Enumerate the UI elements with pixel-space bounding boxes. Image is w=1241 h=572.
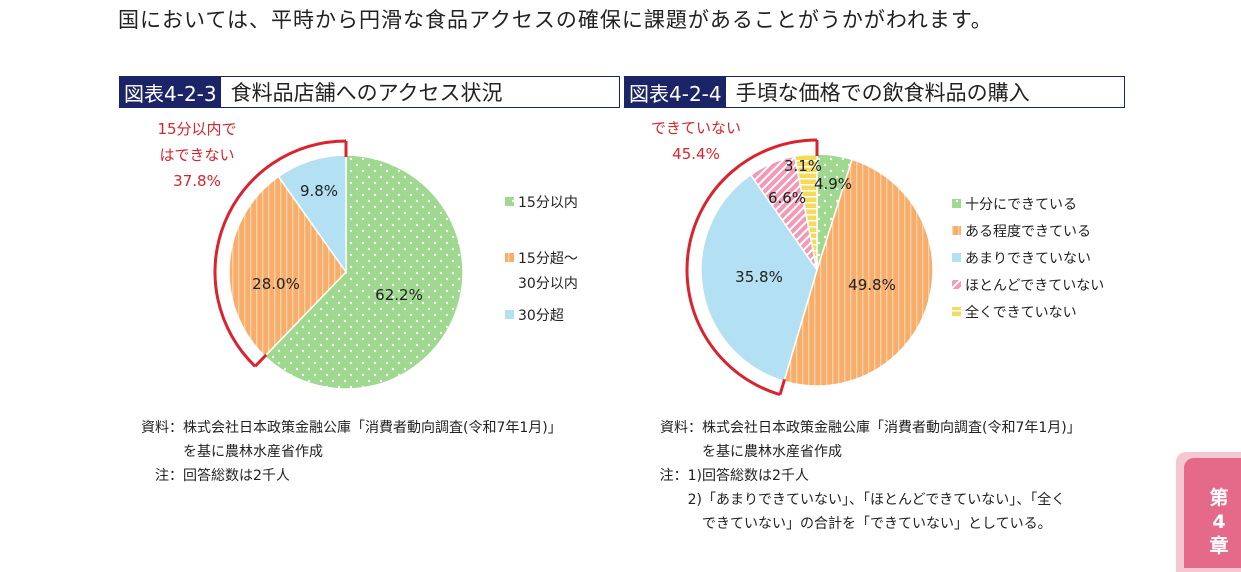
pie2-callout-line-0: できていない: [651, 119, 741, 137]
figure-title-1: 図表4-2-3 食料品店舗へのアクセス状況: [119, 76, 620, 108]
source-note-line: できていない」の合計を「できていない」としている。: [636, 512, 1052, 536]
chapter-tab: 第 4 章: [1184, 458, 1241, 568]
pie2-bracket-arc: [685, 138, 818, 397]
note-label: 注：: [155, 468, 183, 484]
pie1-data-label-1: 28.0%: [252, 275, 300, 293]
pie2-data-label-3: 6.6%: [768, 189, 806, 207]
pie1-callout-line-1: はできない: [159, 146, 234, 164]
note-text: できていない」の合計を「できていない」としている。: [702, 516, 1052, 532]
note-text: を基に農林水産省作成: [183, 444, 323, 460]
chapter-tab-line3: 章: [1209, 535, 1229, 557]
figure-number-1: 図表4-2-3: [120, 77, 221, 107]
pie2-callout-line-1: 45.4%: [672, 145, 720, 163]
pie1-legend-label-1: 15分超～: [518, 251, 578, 267]
pie1-legend-swatch-2: [505, 310, 514, 319]
pie1-data-label-2: 9.8%: [300, 182, 338, 200]
pie2-slice-1: [783, 158, 934, 387]
figure-number-2: 図表4-2-4: [625, 77, 726, 107]
pie2-slice-2: [700, 173, 818, 383]
pie2-legend-swatch-0: [952, 199, 961, 208]
pie2-legend-label-4: 全くできていない: [965, 304, 1077, 321]
pie1-slice-0: [263, 154, 464, 390]
pie2-legend-label-2: あまりできていない: [965, 251, 1091, 267]
pie1-legend-label-1: 30分以内: [518, 276, 578, 292]
source-note-line: 資料：株式会社日本政策金融公庫「消費者動向調査(令和7年1月)」: [636, 416, 1081, 440]
figure-title-text-1: 食料品店舗へのアクセス状況: [230, 81, 503, 105]
source-note-line: を基に農林水産省作成: [636, 440, 842, 464]
pie2-bracket-tick-0: [778, 378, 787, 396]
note-text: 「あまりできていない」、「ほとんどできていない」、「全く: [702, 492, 1066, 508]
pie1-data-label-0: 62.2%: [375, 286, 423, 304]
pie1-callout-line-2: 37.8%: [173, 172, 221, 190]
intro-text: 国においては、平時から円滑な食品アクセスの確保に課題があることがうかがわれます。: [118, 8, 993, 32]
note-label: 資料：: [141, 420, 183, 436]
source-note-line: 注：1)回答総数は2千人: [636, 464, 809, 488]
pie1-legend-swatch-0: [505, 197, 514, 206]
figure-title-2: 図表4-2-4 手頃な価格での飲食料品の購入: [624, 76, 1125, 108]
note-text: 株式会社日本政策金融公庫「消費者動向調査(令和7年1月)」: [183, 420, 562, 436]
note-text: 回答総数は2千人: [702, 468, 809, 484]
pie1-legend-swatch-1: [505, 253, 514, 262]
source-note-line: 注：回答総数は2千人: [135, 464, 290, 488]
note-label: 2): [687, 492, 702, 508]
note-text: 回答総数は2千人: [183, 468, 290, 484]
pie2-legend-swatch-1: [952, 226, 961, 235]
note-text: 株式会社日本政策金融公庫「消費者動向調査(令和7年1月)」: [702, 420, 1081, 436]
note-label: 注：1): [659, 468, 702, 484]
pie2-legend-label-1: ある程度できている: [965, 224, 1091, 240]
source-note-line: 資料：株式会社日本政策金融公庫「消費者動向調査(令和7年1月)」: [135, 416, 562, 440]
pie2-legend-swatch-3: [952, 280, 961, 289]
source-note-line: を基に農林水産省作成: [135, 440, 323, 464]
pie2-data-label-1: 49.8%: [848, 276, 896, 294]
pie2-data-label-2: 35.8%: [735, 268, 783, 286]
pie2-legend-label-3: ほとんどできていない: [965, 278, 1104, 294]
pie1-bracket-arc: [213, 139, 347, 368]
source-note-line: 2)「あまりできていない」、「ほとんどできていない」、「全く: [636, 488, 1066, 512]
chapter-tab-line1: 第: [1209, 487, 1229, 509]
pie1-legend-label-0: 15分以内: [518, 195, 578, 211]
note-label: 資料：: [660, 420, 702, 436]
pie2-legend-swatch-4: [952, 307, 961, 316]
pie2-data-label-4: 3.1%: [784, 157, 822, 175]
chapter-tab-line2: 4: [1212, 511, 1226, 533]
pie1-slice-1: [228, 175, 347, 358]
figure-title-text-2: 手頃な価格での飲食料品の購入: [735, 81, 1030, 105]
pie2-legend-swatch-2: [952, 253, 961, 262]
pie1-bracket-tick-0: [254, 353, 268, 368]
pie1-callout-line-0: 15分以内で: [157, 120, 236, 138]
pie2-legend-label-0: 十分にできている: [965, 197, 1077, 213]
pie1-legend-label-2: 30分超: [518, 308, 564, 324]
pie-charts: 62.2% 28.0% 9.8% 15分以内 15分超～ 30分以内 30分超 15分以内では…: [157, 119, 1104, 397]
note-text: を基に農林水産省作成: [702, 444, 842, 460]
pie2-data-label-0: 4.9%: [814, 175, 852, 193]
